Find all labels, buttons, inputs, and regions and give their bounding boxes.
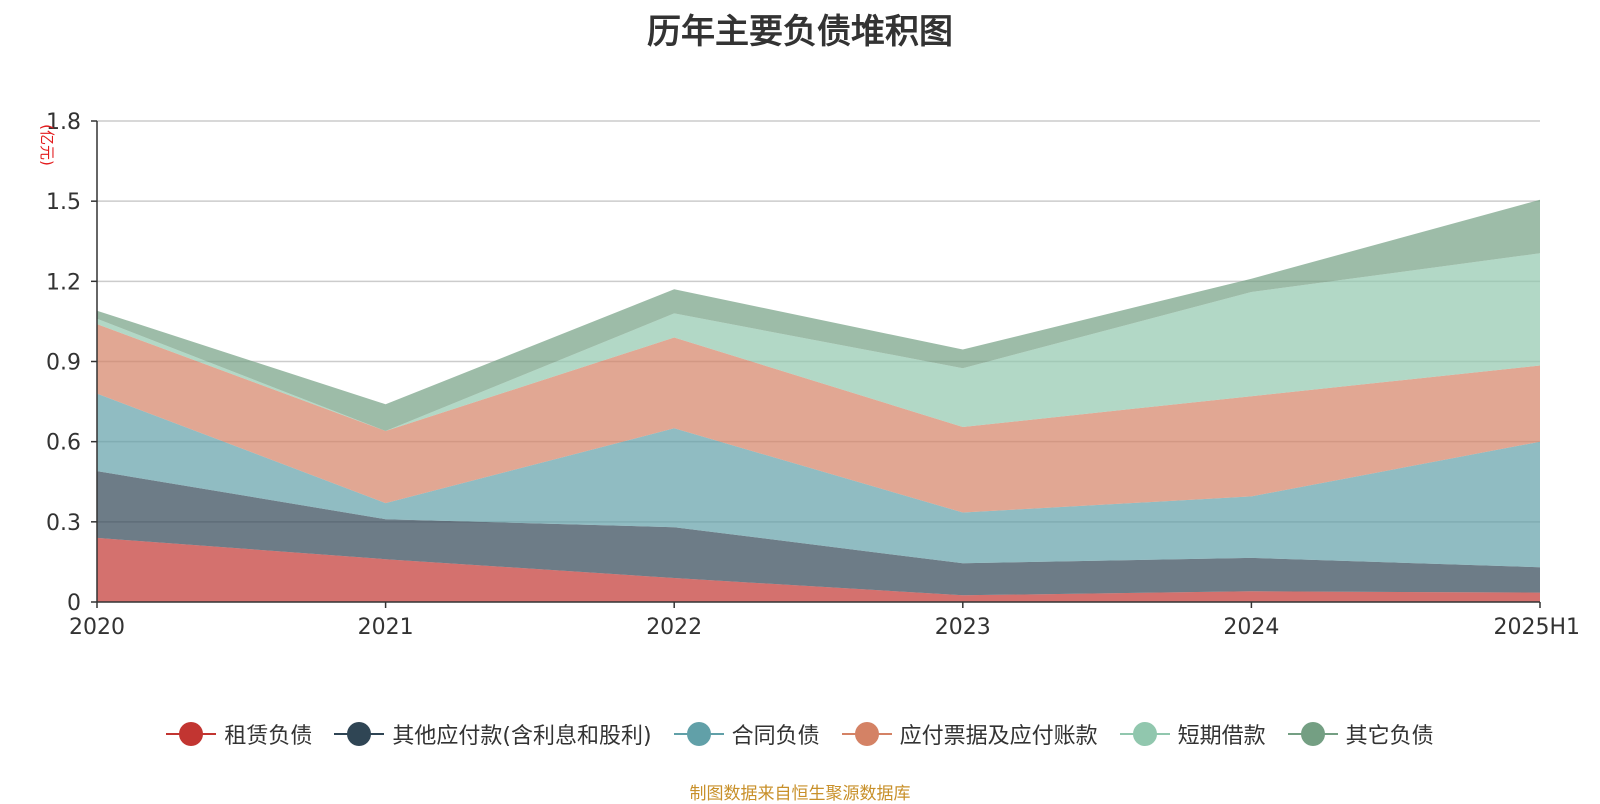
y-tick-label: 0 <box>67 591 81 616</box>
y-tick-label: 0.6 <box>46 431 81 456</box>
y-tick-label: 0.9 <box>46 351 81 376</box>
legend-label: 其他应付款(含利息和股利) <box>392 724 652 749</box>
axes: 0 0.3 0.6 0.9 1.2 1.5 1.8 2020 2021 2022 2023 2024 2… <box>46 110 1580 640</box>
legend-label: 其它负债 <box>1345 724 1434 749</box>
x-tick-label: 2023 <box>935 615 991 640</box>
legend-marker-icon <box>334 721 385 747</box>
x-tick-label: 2025H1 <box>1493 615 1580 640</box>
legend-label: 租赁负债 <box>224 724 313 749</box>
y-tick-label: 1.8 <box>46 110 81 135</box>
legend-label: 合同负债 <box>731 724 820 749</box>
y-tick-label: 1.5 <box>46 190 81 215</box>
legend-marker-icon <box>673 721 724 747</box>
legend-label: 短期借款 <box>1177 724 1266 749</box>
area-series-0 <box>97 537 1540 602</box>
legend-marker-icon <box>1287 721 1338 747</box>
data-source-note: 制图数据来自恒生聚源数据库 <box>689 784 911 804</box>
x-tick-label: 2020 <box>69 615 125 640</box>
stacked-areas <box>97 199 1540 602</box>
x-tick-label: 2024 <box>1223 615 1279 640</box>
y-tick-label: 1.2 <box>46 270 81 295</box>
legend-item-5[interactable]: 其它负债 <box>1287 718 1434 750</box>
legend-item-1[interactable]: 其他应付款(含利息和股利) <box>334 718 652 750</box>
legend-item-4[interactable]: 短期借款 <box>1119 718 1266 750</box>
legend-marker-icon <box>166 721 217 747</box>
area-series-3 <box>97 324 1540 513</box>
y-tick-label: 0.3 <box>46 511 81 536</box>
legend-item-0[interactable]: 租赁负债 <box>166 718 312 750</box>
legend-label: 应付票据及应付账款 <box>899 724 1098 749</box>
legend-marker-icon <box>1119 721 1170 747</box>
legend: 租赁负债 其他应付款(含利息和股利) 合同负债 应付票据及应付账款 短期借款 其它负债 <box>0 718 1600 750</box>
y-axis-unit-label: (亿元) <box>38 124 56 166</box>
x-tick-label: 2021 <box>358 615 414 640</box>
area-series-4 <box>97 253 1540 431</box>
chart-title: 历年主要负债堆积图 <box>647 12 953 52</box>
area-series-1 <box>97 471 1540 596</box>
x-tick-label: 2022 <box>646 615 702 640</box>
legend-item-2[interactable]: 合同负债 <box>673 718 820 750</box>
legend-marker-icon <box>841 721 892 747</box>
area-series-2 <box>97 393 1540 568</box>
legend-item-3[interactable]: 应付票据及应付账款 <box>841 718 1098 750</box>
